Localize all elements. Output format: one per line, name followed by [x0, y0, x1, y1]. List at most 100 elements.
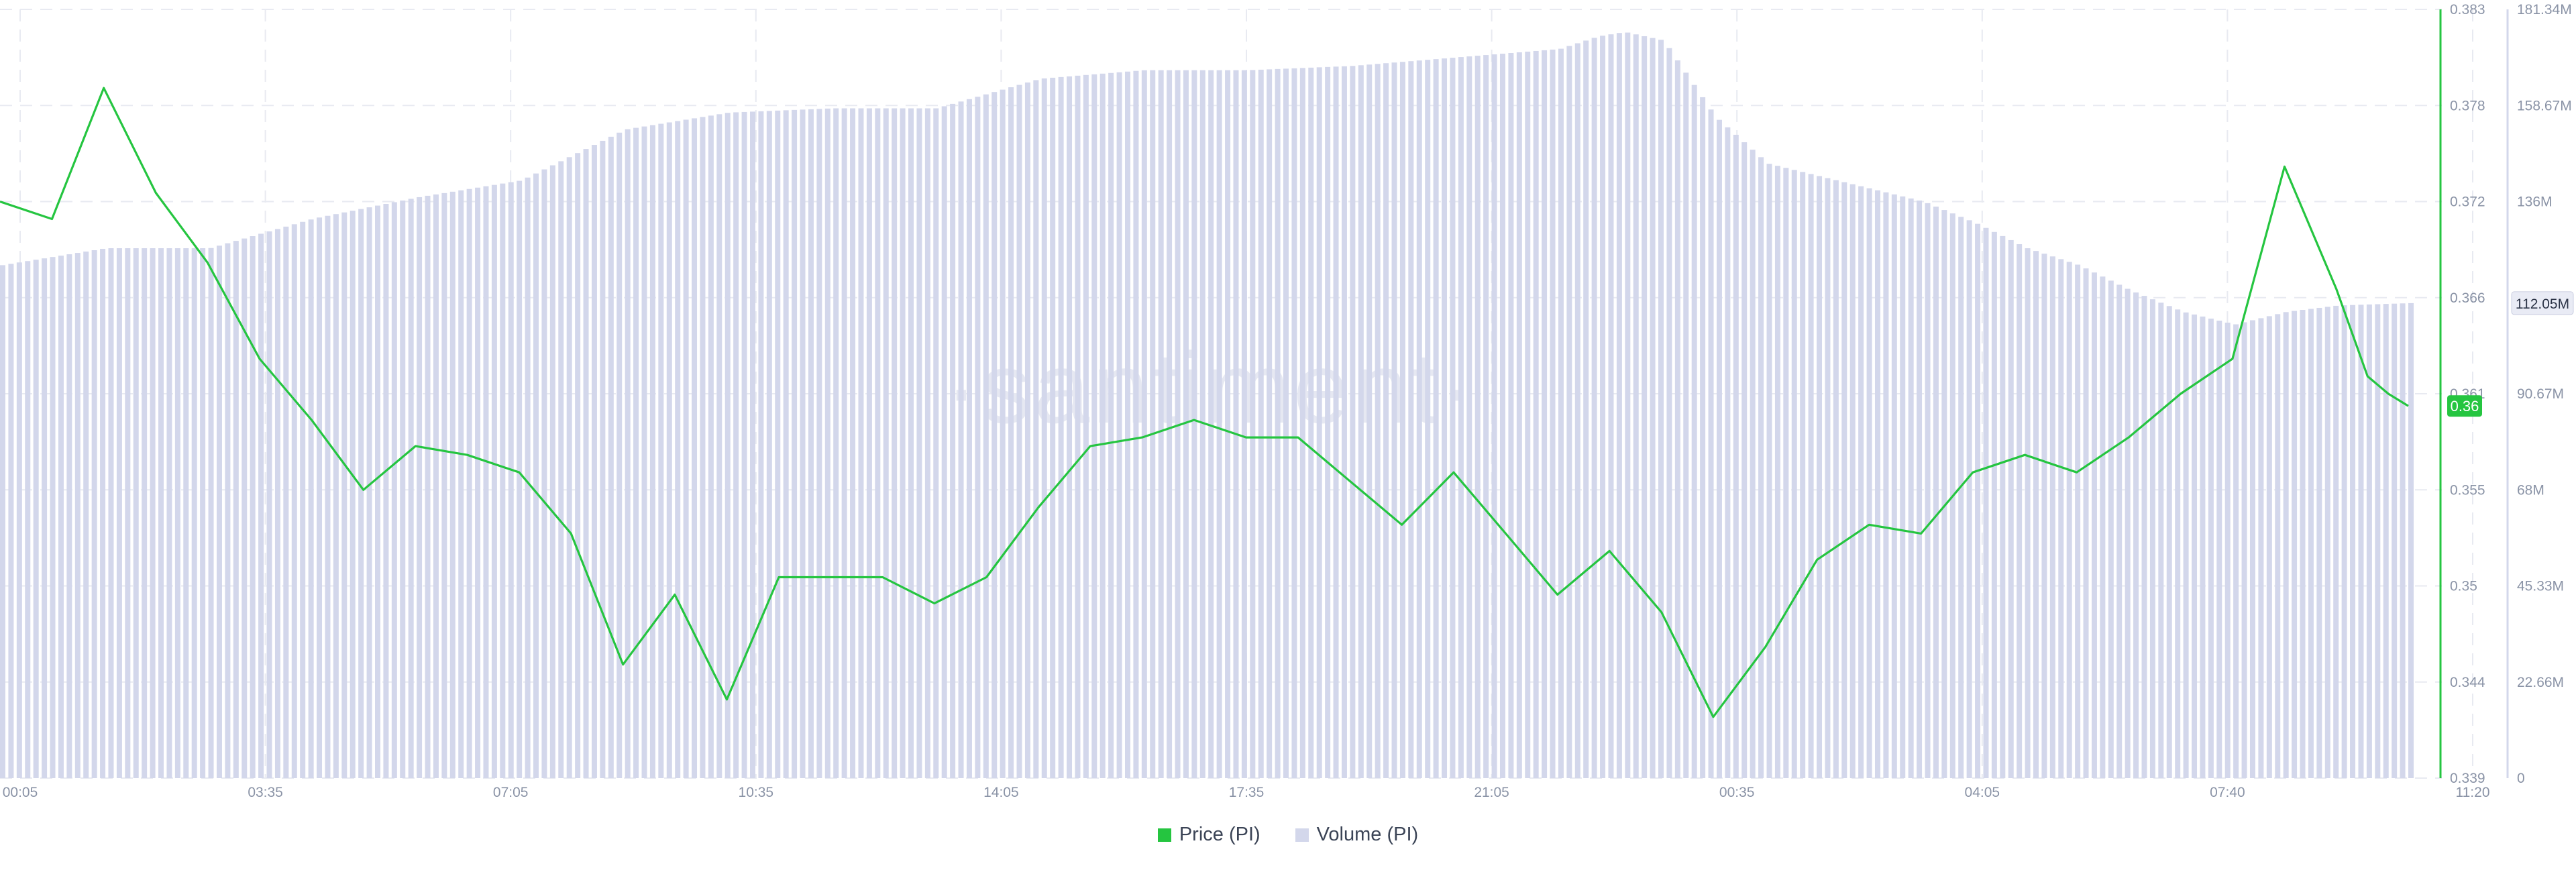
volume-bar — [1666, 48, 1672, 779]
price-tick-label: 0.378 — [2450, 98, 2485, 113]
volume-bar — [1983, 227, 1989, 779]
volume-bar — [1758, 157, 1764, 779]
volume-bar — [2350, 305, 2356, 779]
volume-bar — [2183, 312, 2189, 778]
volume-bar — [116, 248, 122, 778]
volume-bar — [966, 99, 972, 778]
volume-bar — [850, 108, 856, 778]
x-tick-label: 00:05 — [3, 785, 38, 800]
volume-bar — [875, 108, 881, 778]
volume-bar — [125, 248, 131, 778]
volume-bar — [808, 109, 814, 779]
volume-bar — [1908, 198, 1914, 778]
volume-bar — [625, 129, 631, 779]
volume-bar — [2249, 320, 2255, 778]
volume-bar — [1099, 73, 1106, 778]
legend-item-price[interactable]: Price (PI) — [1157, 824, 1260, 846]
volume-bar — [2091, 272, 2097, 778]
volume-bar — [1199, 70, 1205, 778]
price-tick-label: 0.35 — [2450, 579, 2477, 594]
volume-bar — [1591, 38, 1597, 779]
volume-bar — [525, 177, 531, 779]
volume-bar — [1741, 142, 1748, 779]
x-tick-label: 10:35 — [739, 785, 774, 800]
volume-bar — [2383, 304, 2389, 778]
volume-bar — [1124, 71, 1130, 779]
volume-bar — [433, 194, 439, 778]
volume-bar — [900, 108, 906, 778]
volume-bar — [1750, 150, 1756, 778]
volume-bar — [1566, 46, 1572, 778]
volume-bar — [1091, 74, 1097, 779]
volume-tick-label: 181.34M — [2517, 2, 2572, 17]
volume-bar — [0, 265, 5, 778]
volume-bar — [1474, 56, 1481, 778]
volume-bar — [1966, 220, 1972, 778]
volume-bar — [358, 209, 364, 778]
volume-bar — [91, 250, 97, 778]
volume-bar — [1733, 134, 1739, 778]
volume-tick-label: 0 — [2517, 771, 2525, 786]
volume-bar — [1408, 61, 1414, 779]
volume-bar — [191, 248, 197, 778]
volume-bar — [1616, 33, 1622, 778]
volume-bar — [1450, 58, 1456, 779]
volume-bar — [2192, 314, 2198, 778]
volume-bar — [2300, 310, 2306, 778]
volume-bar — [1533, 50, 1539, 778]
volume-bar — [491, 184, 497, 778]
volume-legend-label: Volume (PI) — [1316, 824, 1419, 845]
volume-bar — [1116, 72, 1122, 778]
volume-bar — [1841, 182, 1847, 778]
volume-bar — [766, 111, 772, 779]
volume-bar — [1817, 176, 1823, 778]
volume-bar — [2017, 244, 2023, 779]
volume-bar — [1183, 70, 1189, 778]
volume-bar — [2049, 256, 2055, 778]
volume-bar — [1416, 60, 1422, 778]
volume-bar — [1383, 63, 1389, 779]
volume-bar — [716, 114, 722, 778]
volume-bar — [2166, 306, 2172, 778]
volume-bar — [1858, 186, 1864, 778]
volume-bar — [2258, 318, 2264, 778]
volume-bar — [649, 125, 655, 779]
volume-bar — [1933, 206, 1939, 778]
volume-bar — [792, 109, 798, 778]
volume-bar — [1975, 223, 1981, 779]
volume-bar — [1191, 70, 1197, 778]
price-tick-label: 0.383 — [2450, 2, 2485, 17]
volume-bar — [133, 248, 139, 778]
price-line-group — [0, 87, 2409, 718]
volume-bar — [591, 145, 597, 778]
volume-bar — [74, 253, 80, 778]
volume-bar — [2392, 303, 2398, 778]
volume-bar — [1258, 69, 1264, 778]
price-line — [0, 87, 2409, 718]
volume-bar — [441, 193, 447, 778]
volume-bar — [1108, 72, 1114, 779]
volume-bar — [2241, 322, 2247, 778]
volume-bar — [1866, 188, 1872, 778]
volume-bar — [2025, 248, 2031, 778]
volume-bar — [2116, 284, 2123, 778]
volume-bar — [2200, 316, 2206, 779]
x-tick-label: 07:05 — [493, 785, 529, 800]
volume-bar — [1283, 68, 1289, 779]
volume-bar — [692, 118, 698, 778]
price-tick-label: 0.339 — [2450, 771, 2485, 786]
volume-bar — [1574, 43, 1580, 779]
volume-bar — [174, 248, 180, 778]
volume-bar — [8, 264, 14, 778]
volume-bar — [1000, 89, 1006, 778]
volume-bar — [1633, 34, 1639, 779]
legend-item-volume[interactable]: Volume (PI) — [1295, 824, 1419, 846]
volume-bar — [2033, 251, 2039, 778]
volume-bar — [308, 219, 314, 779]
volume-bar — [1375, 64, 1381, 778]
volume-bar — [1991, 231, 1997, 779]
volume-bar — [1658, 40, 1664, 778]
volume-bar — [142, 248, 148, 778]
volume-bar — [1333, 66, 1339, 779]
volume-bar — [1341, 66, 1347, 779]
